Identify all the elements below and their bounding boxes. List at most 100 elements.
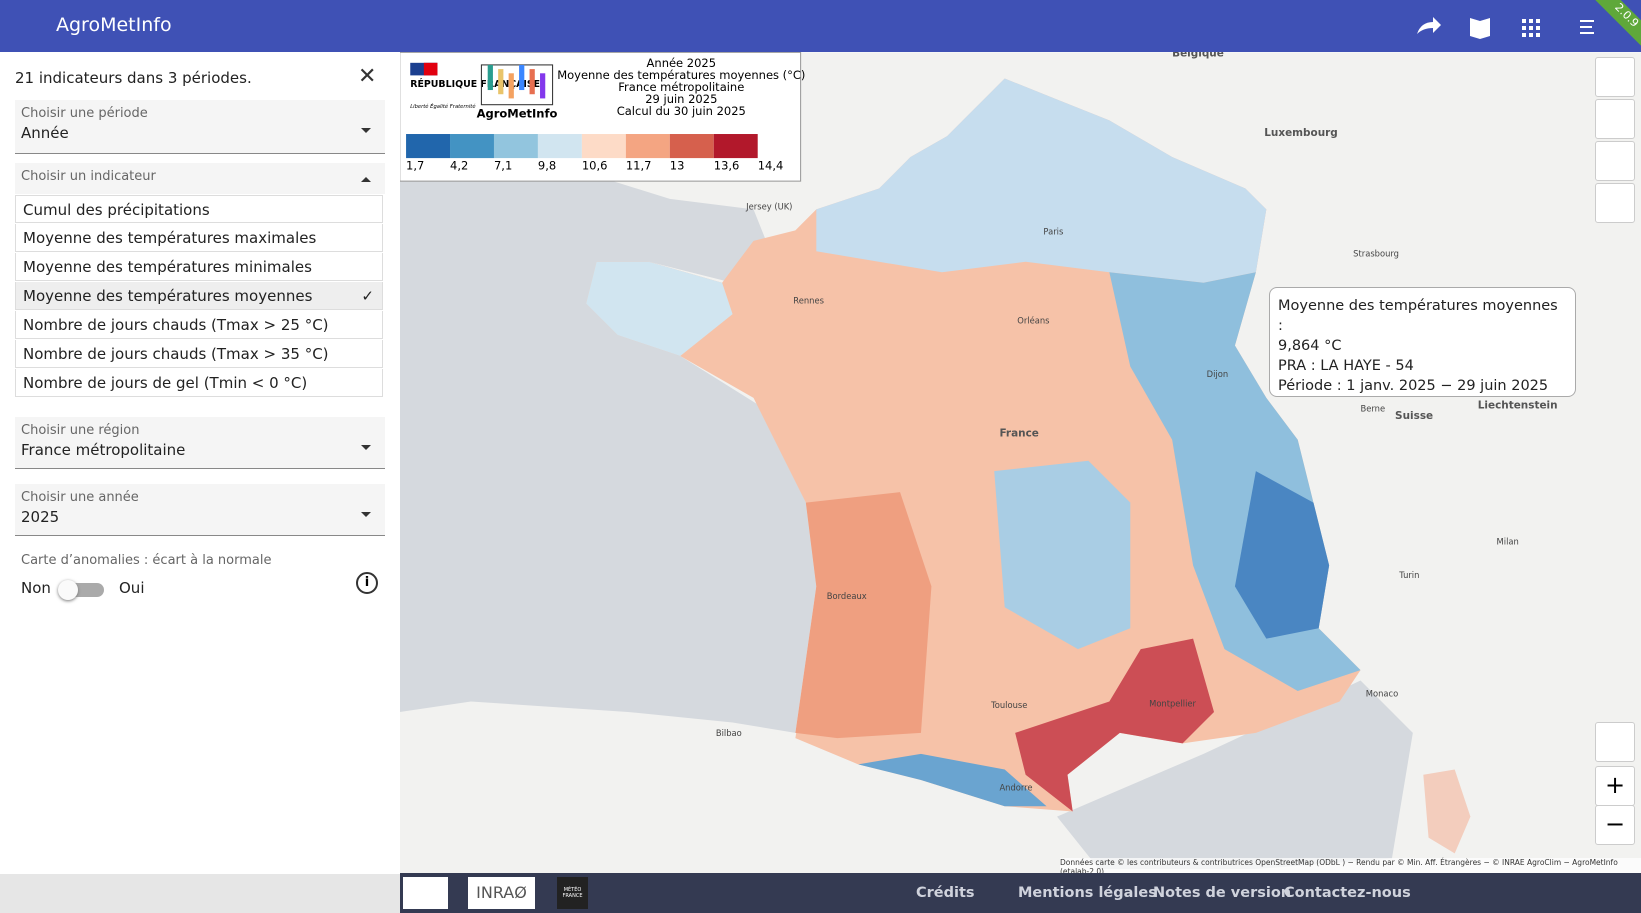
place-label: Milan	[1497, 536, 1519, 546]
export-button[interactable]	[1595, 183, 1635, 223]
region-cold	[994, 460, 1131, 650]
app-title: AgroMetInfo	[56, 14, 172, 36]
logo-frame	[480, 64, 554, 106]
place-label: Paris	[1043, 227, 1063, 237]
year-select[interactable]: Choisir une année 2025	[15, 484, 385, 536]
legend-swatch	[625, 134, 670, 159]
sidebar-footer	[0, 874, 400, 913]
download-button[interactable]	[1595, 141, 1635, 181]
footer-link[interactable]: Crédits	[916, 885, 975, 901]
footer-link[interactable]: Contactez-nous	[1284, 885, 1411, 901]
share-icon[interactable]	[1417, 17, 1441, 34]
place-label: France	[999, 428, 1038, 440]
legend-label: 4,2	[450, 159, 468, 173]
place-label: Dijon	[1207, 369, 1228, 379]
legend-label: 9,8	[538, 159, 556, 173]
motto: Liberté Égalité Fraternité	[410, 102, 475, 110]
sea	[399, 172, 817, 733]
footer-link[interactable]: Mentions légales	[1018, 885, 1157, 901]
apps-icon[interactable]	[1522, 19, 1540, 37]
region-cool	[816, 78, 1267, 283]
region-cold	[858, 753, 1047, 807]
tooltip-line: PRA : LA HAYE - 54	[1278, 358, 1414, 374]
anomaly-label: Carte d’anomalies : écart à la normale	[21, 553, 272, 568]
legend-label: 10,6	[582, 159, 608, 173]
indicator-option[interactable]: Nombre de jours chauds (Tmax > 35 °C)	[15, 340, 383, 368]
zoom-in[interactable]: +	[1595, 766, 1635, 806]
field-label: Choisir une région	[21, 423, 140, 438]
ministry-logo	[403, 877, 448, 909]
legend-title-line: France métropolitaine	[618, 80, 744, 94]
corsica	[1423, 769, 1471, 854]
attribution: Données carte © les contributeurs & cont…	[1060, 858, 1641, 876]
zoom-out[interactable]: −	[1595, 805, 1635, 845]
layers-button[interactable]	[1595, 99, 1635, 139]
place-label: Liechtenstein	[1478, 399, 1558, 411]
footer-link[interactable]: Notes de version	[1153, 885, 1292, 901]
dropdown-arrow	[361, 445, 371, 450]
legend-label: 13	[670, 159, 685, 173]
dropdown-arrow	[361, 512, 371, 517]
region-colder	[1234, 471, 1330, 639]
republic-text: RÉPUBLIQUE FRANÇAISE	[410, 78, 540, 90]
legend-label: 1,7	[406, 159, 424, 173]
region-hot	[1015, 638, 1215, 812]
legend-swatch	[581, 134, 626, 159]
extent-button[interactable]	[1595, 722, 1635, 762]
legend-title-line: Année 2025	[647, 56, 717, 70]
indicator-option[interactable]: Nombre de jours chauds (Tmax > 25 °C)	[15, 311, 383, 339]
summary: 21 indicateurs dans 3 périodes.	[15, 69, 252, 87]
field-value: Année	[21, 124, 69, 142]
legend-label: 7,1	[494, 159, 512, 173]
sidebar: 21 indicateurs dans 3 périodes. ✕ Choisi…	[0, 52, 400, 874]
legend-swatch	[713, 134, 758, 159]
place-label: Suisse	[1395, 410, 1433, 422]
indicator-option[interactable]: Cumul des précipitations	[15, 195, 383, 223]
tooltip: Moyenne des températures moyennes : 9,864…	[1269, 287, 1576, 397]
place-label: Monaco	[1366, 688, 1398, 698]
logo-text: AgroMetInfo	[477, 106, 558, 120]
logo-bar	[508, 73, 514, 99]
sea	[1057, 680, 1413, 870]
region-cool	[586, 261, 733, 356]
anomaly-toggle[interactable]	[58, 580, 104, 600]
legend-title-line: Moyenne des températures moyennes (°C)	[557, 68, 805, 82]
menu-icon[interactable]	[1580, 20, 1594, 34]
period-select[interactable]: Choisir une période Année	[15, 100, 385, 154]
field-value: France métropolitaine	[21, 441, 186, 459]
logo-bar	[498, 69, 504, 95]
region-warm	[795, 492, 932, 739]
legend-swatch	[450, 134, 494, 159]
indicator-select[interactable]: Choisir un indicateur	[15, 163, 385, 194]
legend-swatch	[493, 134, 538, 159]
tooltip-line: 9,864 °C	[1278, 338, 1342, 354]
check-mark: ✓	[361, 287, 374, 305]
place-label: Montpellier	[1149, 699, 1196, 709]
fullscreen-button[interactable]	[1595, 57, 1635, 97]
tooltip-text: Moyenne des températures moyennes : 9,864…	[1270, 288, 1575, 404]
logo-bar	[529, 69, 535, 95]
place-label: Toulouse	[990, 700, 1027, 710]
close-button[interactable]: ✕	[358, 64, 377, 89]
header-icons	[1417, 17, 1594, 39]
logo-bar	[487, 64, 493, 91]
map-icon[interactable]	[1470, 18, 1490, 39]
toggle-on-label: Oui	[119, 579, 145, 597]
place-label: Andorre	[999, 782, 1032, 792]
header: AgroMetInfo 2.0.9	[0, 0, 1641, 56]
indicator-option[interactable]: Moyenne des températures moyennes ✓	[15, 282, 383, 310]
meteo-logo: MÉTÉO FRANCE	[557, 877, 588, 909]
indicator-option[interactable]: Moyenne des températures maximales	[15, 224, 383, 252]
legend-swatch	[669, 134, 714, 159]
region-select[interactable]: Choisir une région France métropolitaine	[15, 417, 385, 469]
place-label: Turin	[1398, 570, 1419, 580]
footer: INRAØ MÉTÉO FRANCE Crédits Mentions légal…	[400, 873, 1641, 913]
field-label: Choisir une période	[21, 106, 148, 121]
legend-title-line: Calcul du 30 juin 2025	[617, 104, 746, 118]
info-icon[interactable]: i	[356, 572, 378, 594]
indicator-option[interactable]: Nombre de jours de gel (Tmin < 0 °C)	[15, 369, 383, 397]
indicator-option[interactable]: Moyenne des températures minimales	[15, 253, 383, 281]
logo-bar	[519, 64, 525, 91]
